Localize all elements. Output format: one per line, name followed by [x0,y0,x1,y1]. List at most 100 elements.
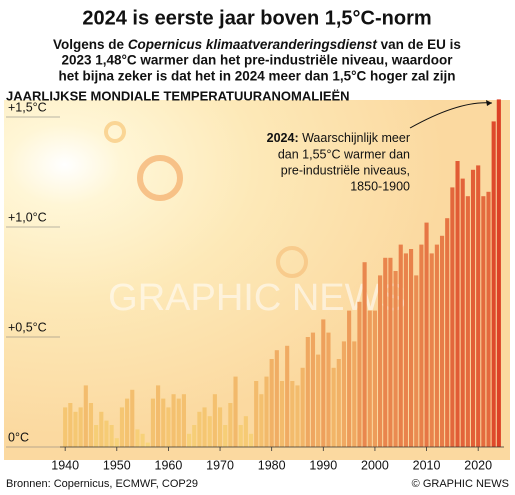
bar [125,398,130,447]
bar [331,367,336,447]
bar [145,442,150,447]
bar [455,161,460,447]
subtitle: 2023 1,48°C warmer dan het pre-industrië… [61,53,453,68]
bar [248,433,254,447]
subtitle: Volgens de Copernicus klimaatverandering… [53,37,461,52]
y-tick-label: +1,5°C [8,100,47,114]
bar [470,169,476,448]
bar [171,394,176,447]
bar [341,341,347,447]
bar [274,350,279,447]
bar [295,385,300,447]
x-tick-label: 1950 [103,458,131,472]
bar [388,257,393,447]
bar [403,253,408,447]
y-axis-label: JAARLIJKSE MONDIALE TEMPERATUURANOMALIEË… [6,88,350,103]
bar [78,407,83,447]
bar [192,425,197,447]
chart-title: 2024 is eerste jaar boven 1,5°C-norm [82,7,431,29]
bar [187,433,192,447]
bar [140,433,145,447]
bar [434,244,439,447]
x-tick-label: 1960 [155,458,183,472]
bar [99,411,104,447]
source: Bronnen: Copernicus, ECMWF, COP29 [6,478,198,490]
x-tick-label: 2000 [361,458,389,472]
y-tick-label: +1,0°C [8,210,47,224]
bar [114,438,119,447]
bar [378,275,383,447]
bar [367,310,372,447]
x-tick-label: 1980 [258,458,286,472]
bar [63,407,68,447]
bar [393,271,398,447]
bar [383,257,388,447]
lens-flare [276,246,308,278]
bar [181,394,186,447]
bar [465,196,470,447]
bar [104,420,109,447]
bar [336,359,341,447]
bar [476,165,481,447]
bar [491,121,496,448]
bar [326,332,331,447]
x-tick-label: 2020 [464,458,492,472]
bar [119,407,125,447]
bar [372,310,377,447]
bar [460,178,465,447]
bar [94,425,99,447]
bar [450,187,455,447]
bar [285,345,290,447]
bar [424,222,429,447]
lens-flare [137,155,183,201]
bar [486,191,491,447]
y-tick-label: 0°C [8,430,29,444]
bar [68,403,73,447]
bar [496,99,501,448]
bar [321,319,326,447]
bar [228,403,233,447]
credit: © GRAPHIC NEWS [412,478,509,490]
bar [352,341,357,447]
bar [414,275,419,447]
bar [109,425,114,447]
bar [217,407,223,447]
x-tick-label: 1990 [309,458,337,472]
subtitle: het bijna zeker is dat het in 2024 meer … [58,69,455,84]
bar [259,394,264,447]
bar [347,310,352,447]
bar [429,253,434,447]
bar [161,398,166,447]
bar [316,354,321,447]
annotation: pre-industriële niveaus, [281,163,410,177]
y-tick-label: +0,5°C [8,320,47,334]
bar [269,359,274,447]
bar [445,218,450,447]
bar [176,398,181,447]
watermark: GRAPHIC NEWS [108,277,406,319]
bar [243,416,248,447]
annotation-arrowhead [486,100,492,106]
bar [279,381,285,447]
bar [88,403,94,447]
x-tick-label: 2010 [413,458,441,472]
bar [130,389,135,447]
bar [305,337,310,447]
bar [290,381,295,447]
bar [212,394,217,447]
x-tick-label: 1970 [206,458,234,472]
bar [135,429,140,447]
bar [481,196,486,447]
bar [238,425,243,447]
bar [398,244,403,447]
bar [83,385,88,447]
bar [300,367,305,447]
annotation-arrow [409,102,493,129]
bar [310,332,316,447]
bar [254,381,259,447]
bar [207,416,212,447]
annotation: dan 1,55°C warmer dan [278,147,410,161]
annotation: 1850-1900 [350,179,410,193]
annotation: 2024: Waarschijnlijk meer [267,131,410,145]
